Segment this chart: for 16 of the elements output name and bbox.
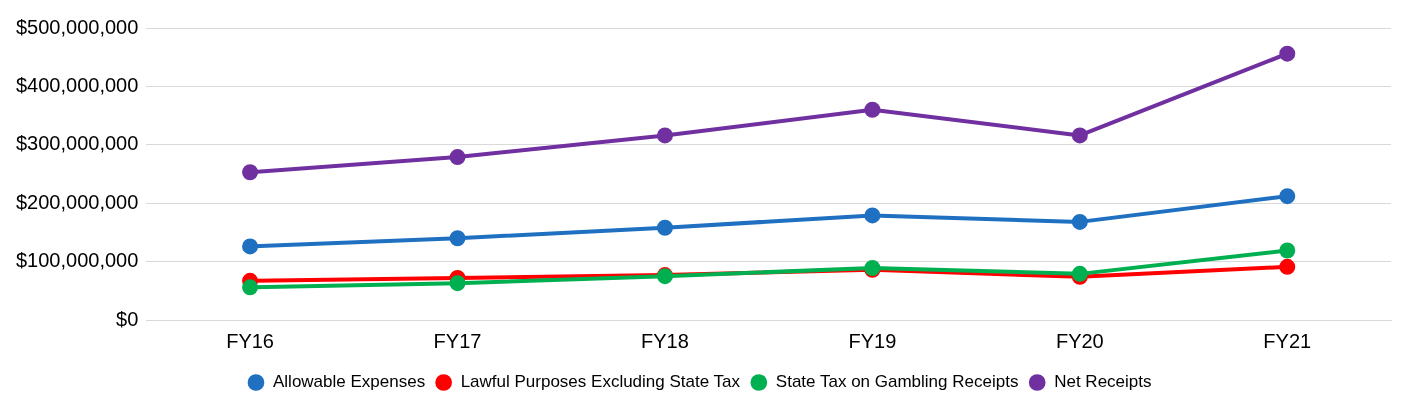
legend-label: Lawful Purposes Excluding State Tax	[460, 372, 741, 392]
y-tick-label: $500,000,000	[16, 15, 139, 38]
x-tick-label: FY16	[226, 329, 274, 352]
y-tick-label: $400,000,000	[16, 73, 139, 96]
y-tick-label: $300,000,000	[16, 132, 139, 155]
y-tick-label: $100,000,000	[16, 249, 139, 272]
legend-label: Allowable Expenses	[272, 372, 426, 392]
legend-label: State Tax on Gambling Receipts	[775, 372, 1019, 392]
x-tick-label: FY18	[641, 329, 689, 352]
x-tick-label: FY21	[1263, 329, 1312, 352]
legend-label: Net Receipts	[1054, 372, 1152, 392]
x-tick-label: FY17	[433, 329, 482, 352]
x-tick-label: FY20	[1055, 329, 1104, 352]
y-tick-label: $200,000,000	[16, 190, 139, 213]
x-tick-label: FY19	[848, 329, 897, 352]
y-tick-label: $0	[116, 307, 139, 330]
